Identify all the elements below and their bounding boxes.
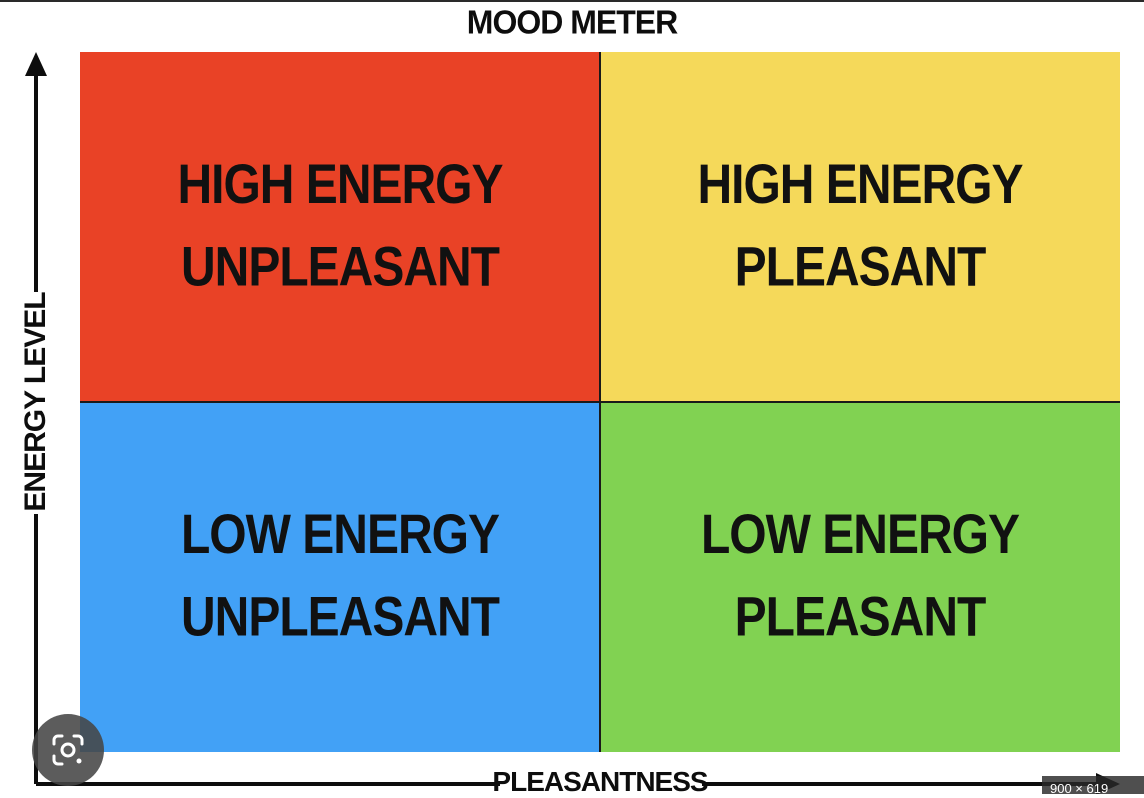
quadrant-label-line1: HIGH ENERGY xyxy=(177,154,503,216)
quadrant-high-energy-pleasant: HIGH ENERGY PLEASANT xyxy=(600,52,1120,402)
y-axis-label: ENERGY LEVEL xyxy=(19,292,52,512)
google-lens-icon xyxy=(52,734,84,766)
diagram-title: MOOD METER xyxy=(466,3,678,41)
quadrant-label-line1: LOW ENERGY xyxy=(700,504,1020,566)
quadrant-label-line1: HIGH ENERGY xyxy=(697,154,1023,216)
y-axis-arrowhead xyxy=(25,52,47,76)
quadrant-low-energy-pleasant: LOW ENERGY PLEASANT xyxy=(600,402,1120,752)
horizontal-divider xyxy=(80,401,1120,403)
quadrant-label-line2: UNPLEASANT xyxy=(180,237,500,299)
lens-search-button[interactable] xyxy=(32,714,104,786)
quadrant-label-line1: LOW ENERGY xyxy=(180,504,500,566)
x-axis-label: PLEASANTNESS xyxy=(492,766,708,797)
top-divider xyxy=(0,0,1144,2)
quadrant-label-line2: UNPLEASANT xyxy=(180,587,500,649)
quadrant-label-line2: PLEASANT xyxy=(734,237,987,299)
quadrant-label-line2: PLEASANT xyxy=(734,587,987,649)
quadrant-low-energy-unpleasant: LOW ENERGY UNPLEASANT xyxy=(80,402,600,752)
quadrant-high-energy-unpleasant: HIGH ENERGY UNPLEASANT xyxy=(80,52,600,402)
image-size-badge: 900 × 619 xyxy=(1042,776,1144,794)
